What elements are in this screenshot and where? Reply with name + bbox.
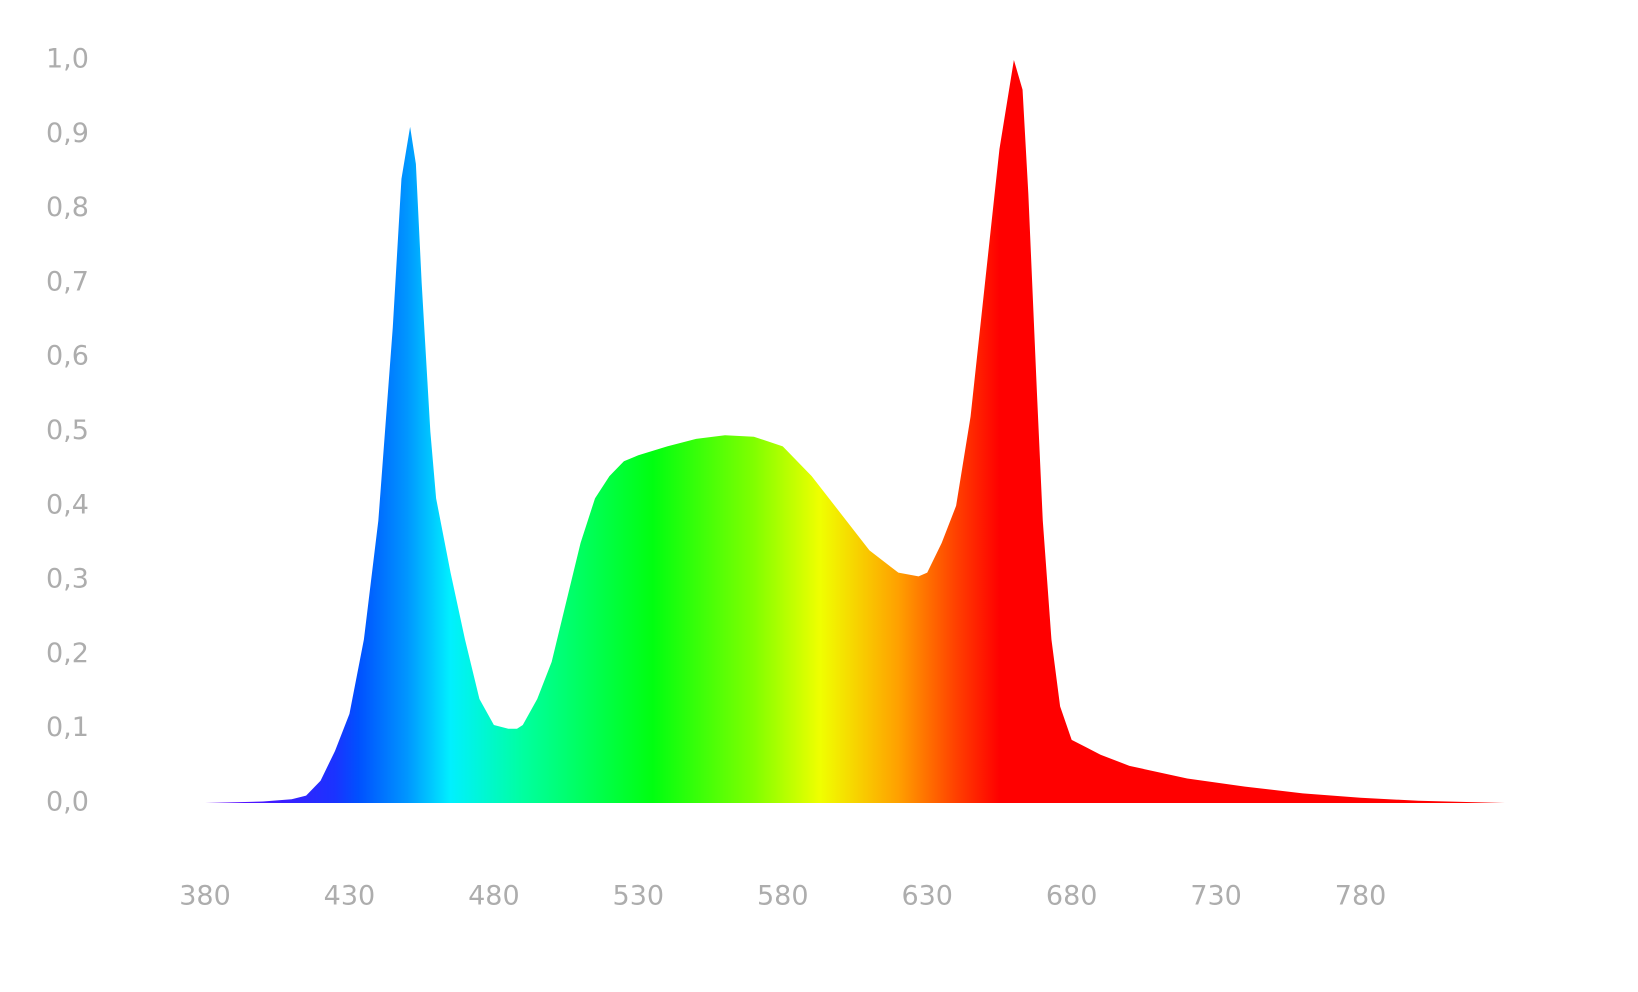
y-tick-label: 0,3 — [46, 564, 89, 595]
x-tick-label: 530 — [613, 881, 665, 912]
x-tick-label: 730 — [1190, 881, 1242, 912]
x-tick-label: 580 — [757, 881, 809, 912]
y-tick-label: 0,2 — [46, 638, 89, 669]
y-tick-label: 0,0 — [46, 787, 89, 818]
y-tick-label: 1,0 — [46, 44, 89, 75]
y-tick-label: 0,5 — [46, 415, 89, 446]
y-tick-label: 0,4 — [46, 489, 89, 520]
y-tick-label: 0,7 — [46, 266, 89, 297]
x-tick-label: 780 — [1335, 881, 1387, 912]
spectrum-area — [205, 60, 1505, 803]
y-tick-label: 0,1 — [46, 712, 89, 743]
x-tick-label: 630 — [901, 881, 953, 912]
y-tick-label: 0,8 — [46, 192, 89, 223]
x-tick-label: 430 — [324, 881, 376, 912]
x-tick-label: 680 — [1046, 881, 1098, 912]
x-tick-label: 480 — [468, 881, 520, 912]
y-tick-label: 0,9 — [46, 118, 89, 149]
y-tick-label: 0,6 — [46, 341, 89, 372]
x-tick-label: 380 — [179, 881, 231, 912]
